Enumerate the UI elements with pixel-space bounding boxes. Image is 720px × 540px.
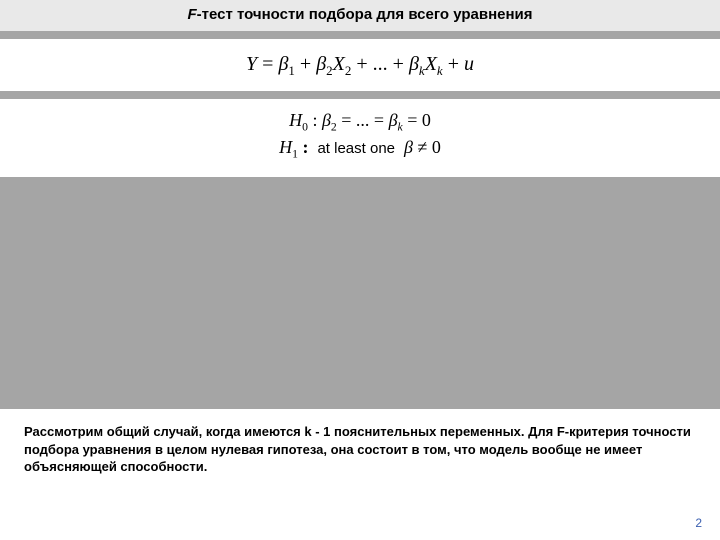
hypotheses: H0 : β2 = ... = βk = 0 H1 : at least one… [0,99,720,177]
divider-top [0,31,720,39]
title-rest: -тест точности подбора для всего уравнен… [197,6,533,23]
title-f: F [187,6,196,23]
page-number: 2 [695,516,702,530]
explanation-text: Рассмотрим общий случай, когда имеются k… [0,409,720,476]
gray-placeholder-area [0,177,720,409]
regression-equation: Y = β1 + β2X2 + ... + βkXk + u [0,39,720,91]
slide-title: F-тест точности подбора для всего уравне… [0,0,720,31]
alt-hypothesis: H1 : at least one β ≠ 0 [0,137,720,161]
null-hypothesis: H0 : β2 = ... = βk = 0 [0,110,720,134]
divider-mid [0,91,720,99]
